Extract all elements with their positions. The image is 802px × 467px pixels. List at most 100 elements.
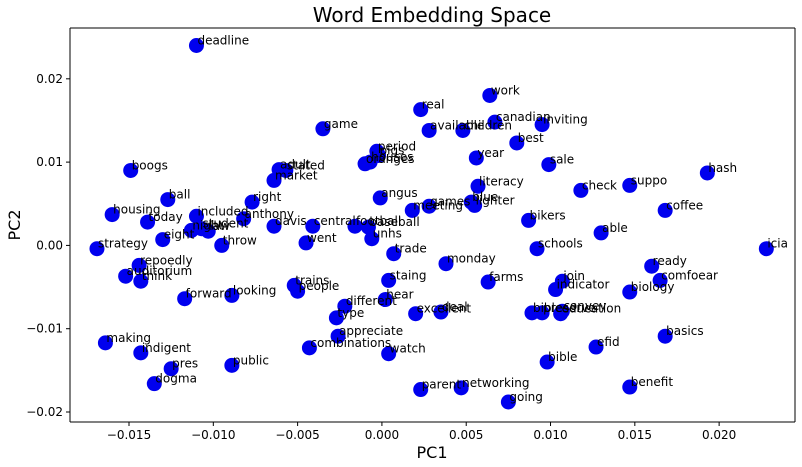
data-point <box>89 241 105 257</box>
data-point-label: icia <box>767 237 788 251</box>
data-point <box>266 218 282 234</box>
data-point-label: suppo <box>631 173 667 187</box>
data-point-label: farms <box>489 270 523 284</box>
data-point-label: trade <box>395 242 427 256</box>
data-point-label: angus <box>381 186 417 200</box>
data-point <box>131 257 147 273</box>
data-point <box>593 225 609 241</box>
data-point-label: different <box>346 294 397 308</box>
data-point-label: game <box>324 117 358 131</box>
y-tick-label: 0.00 <box>36 238 63 252</box>
data-point <box>381 272 397 288</box>
plot-frame <box>69 27 796 423</box>
data-point <box>509 135 525 151</box>
data-point-label: oranges <box>366 152 415 166</box>
data-point-label: best <box>518 131 544 145</box>
x-tick-label: −0.005 <box>275 428 319 442</box>
data-point-label: adult <box>280 158 311 172</box>
x-tick-label: 0.010 <box>533 428 567 442</box>
data-point-label: pigs <box>380 143 405 157</box>
data-point-label: deal <box>442 300 468 314</box>
data-point-label: biology <box>631 280 675 294</box>
data-point <box>104 207 120 223</box>
data-point <box>455 122 471 138</box>
data-point <box>146 376 162 392</box>
data-point <box>188 208 204 224</box>
data-point-label: strategy <box>98 237 148 251</box>
data-point <box>364 231 380 247</box>
data-point-label: housing <box>113 203 160 217</box>
data-point <box>347 218 363 234</box>
x-tick-label: 0.000 <box>365 428 399 442</box>
data-point <box>404 202 420 218</box>
data-point <box>487 114 503 130</box>
data-point-label: went <box>307 231 337 245</box>
data-point <box>123 162 139 178</box>
data-point-label: night <box>192 218 223 232</box>
data-point-label: ready <box>653 254 687 268</box>
y-tick-label: 0.01 <box>36 155 63 169</box>
data-point <box>470 178 486 194</box>
data-point-label: unhs <box>373 227 402 241</box>
data-point-label: houses <box>371 150 413 164</box>
data-point <box>622 177 638 193</box>
data-point-label: davis <box>275 214 307 228</box>
y-tick-label: −0.02 <box>26 405 63 419</box>
data-point-label: hear <box>386 288 413 302</box>
data-point-label: think <box>142 269 172 283</box>
data-point <box>377 292 393 308</box>
data-point-label: appreciate <box>339 324 403 338</box>
data-point-label: stated <box>287 158 325 172</box>
data-point <box>200 223 216 239</box>
data-point-label: sale <box>550 153 574 167</box>
data-point-label: student <box>203 217 249 231</box>
data-point-label: convey <box>563 299 606 313</box>
data-point <box>133 273 149 289</box>
data-point <box>155 232 171 248</box>
data-point <box>433 304 449 320</box>
data-point <box>298 235 314 251</box>
data-point-label: period <box>378 139 416 153</box>
data-point <box>652 272 668 288</box>
data-point <box>357 156 373 172</box>
data-point-label: efid <box>597 335 620 349</box>
data-point <box>539 354 555 370</box>
x-tick-label: −0.010 <box>191 428 235 442</box>
data-point-label: inviting <box>543 113 588 127</box>
data-point-label: boogs <box>132 158 168 172</box>
data-point <box>266 172 282 188</box>
data-point-label: dogma <box>155 372 197 386</box>
data-point <box>482 87 498 103</box>
data-point <box>644 258 660 274</box>
data-point-label: check <box>582 178 617 192</box>
data-point-label: basics <box>666 324 703 338</box>
data-point-label: ball <box>169 188 191 202</box>
data-point-label: indigent <box>142 341 191 355</box>
data-point <box>758 241 774 257</box>
data-point <box>133 345 149 361</box>
data-point-label: year <box>477 146 504 160</box>
data-point <box>330 328 346 344</box>
data-point-label: making <box>106 331 151 345</box>
data-point-label: forward <box>186 287 232 301</box>
data-point-label: monday <box>447 252 496 266</box>
data-point-label: staing <box>390 268 427 282</box>
data-point-label: excellent <box>417 302 472 316</box>
data-point-label: literacy <box>479 174 524 188</box>
data-point <box>534 117 550 133</box>
data-point-label: central <box>314 214 356 228</box>
data-point <box>573 182 589 198</box>
data-point-label: real <box>422 98 445 112</box>
data-point <box>214 237 230 253</box>
data-point <box>421 122 437 138</box>
data-point <box>413 382 429 398</box>
data-point-label: canadian <box>496 110 551 124</box>
data-point <box>453 380 469 396</box>
x-axis-title: PC1 <box>417 443 448 462</box>
x-tick-label: 0.020 <box>702 428 736 442</box>
data-point-label: work <box>491 83 520 97</box>
data-point-label: available <box>430 118 484 132</box>
data-point <box>177 291 193 307</box>
data-point <box>413 102 429 118</box>
data-point-label: today <box>149 210 183 224</box>
